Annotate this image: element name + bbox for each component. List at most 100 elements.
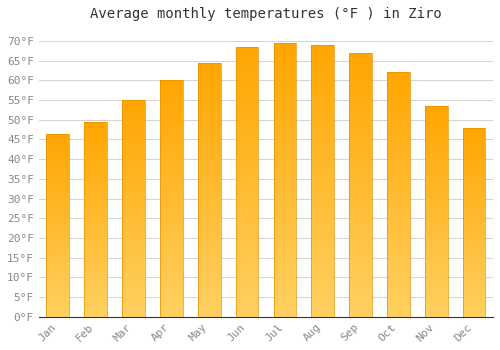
Bar [387, 77, 410, 80]
Bar [160, 291, 182, 293]
Bar [312, 271, 334, 273]
Bar [84, 289, 107, 292]
Bar [463, 150, 485, 152]
Bar [463, 184, 485, 186]
Bar [312, 97, 334, 99]
Bar [122, 265, 145, 267]
Bar [236, 136, 258, 139]
Bar [84, 221, 107, 223]
Bar [425, 300, 448, 302]
Bar [387, 97, 410, 99]
Bar [46, 251, 69, 253]
Bar [46, 181, 69, 183]
Bar [84, 239, 107, 241]
Bar [463, 156, 485, 158]
Bar [46, 240, 69, 242]
Bar [122, 260, 145, 262]
Bar [463, 177, 485, 179]
Bar [349, 61, 372, 63]
Bar [84, 153, 107, 155]
Bar [312, 281, 334, 284]
Bar [463, 199, 485, 201]
Bar [46, 135, 69, 137]
Bar [198, 139, 220, 141]
Bar [312, 241, 334, 243]
Bar [160, 189, 182, 191]
Bar [387, 85, 410, 87]
Bar [312, 194, 334, 197]
Bar [122, 273, 145, 275]
Bar [160, 215, 182, 217]
Bar [122, 269, 145, 271]
Bar [274, 180, 296, 183]
Bar [84, 168, 107, 170]
Bar [84, 270, 107, 272]
Bar [198, 274, 220, 276]
Bar [312, 61, 334, 64]
Bar [274, 295, 296, 298]
Bar [46, 269, 69, 271]
Bar [349, 214, 372, 216]
Bar [84, 122, 107, 317]
Bar [349, 108, 372, 111]
Bar [387, 266, 410, 268]
Bar [312, 205, 334, 208]
Bar [122, 169, 145, 172]
Bar [387, 80, 410, 82]
Bar [425, 234, 448, 237]
Bar [349, 71, 372, 74]
Bar [122, 182, 145, 184]
Bar [198, 70, 220, 73]
Bar [387, 182, 410, 185]
Bar [425, 148, 448, 150]
Bar [387, 226, 410, 229]
Bar [46, 192, 69, 194]
Bar [312, 200, 334, 203]
Bar [312, 287, 334, 289]
Bar [463, 296, 485, 298]
Bar [274, 312, 296, 314]
Bar [198, 184, 220, 187]
Bar [46, 275, 69, 276]
Bar [84, 133, 107, 135]
Bar [46, 177, 69, 179]
Bar [236, 176, 258, 179]
Bar [198, 304, 220, 307]
Bar [463, 171, 485, 173]
Bar [198, 119, 220, 121]
Bar [425, 156, 448, 159]
Bar [463, 237, 485, 239]
Bar [160, 253, 182, 255]
Bar [387, 273, 410, 275]
Bar [84, 219, 107, 221]
Bar [349, 219, 372, 222]
Bar [387, 278, 410, 280]
Bar [198, 210, 220, 212]
Bar [463, 303, 485, 306]
Bar [236, 60, 258, 63]
Bar [387, 75, 410, 77]
Bar [425, 197, 448, 199]
Bar [46, 168, 69, 170]
Bar [274, 183, 296, 185]
Bar [349, 185, 372, 187]
Bar [349, 156, 372, 158]
Bar [349, 195, 372, 198]
Bar [463, 236, 485, 237]
Bar [84, 194, 107, 196]
Bar [312, 151, 334, 154]
Bar [160, 177, 182, 180]
Bar [349, 158, 372, 161]
Bar [46, 309, 69, 311]
Bar [236, 279, 258, 282]
Bar [425, 163, 448, 165]
Bar [84, 180, 107, 182]
Bar [122, 141, 145, 144]
Bar [236, 63, 258, 66]
Bar [160, 130, 182, 132]
Bar [425, 249, 448, 251]
Bar [425, 216, 448, 218]
Bar [46, 247, 69, 249]
Bar [425, 258, 448, 260]
Bar [84, 243, 107, 245]
